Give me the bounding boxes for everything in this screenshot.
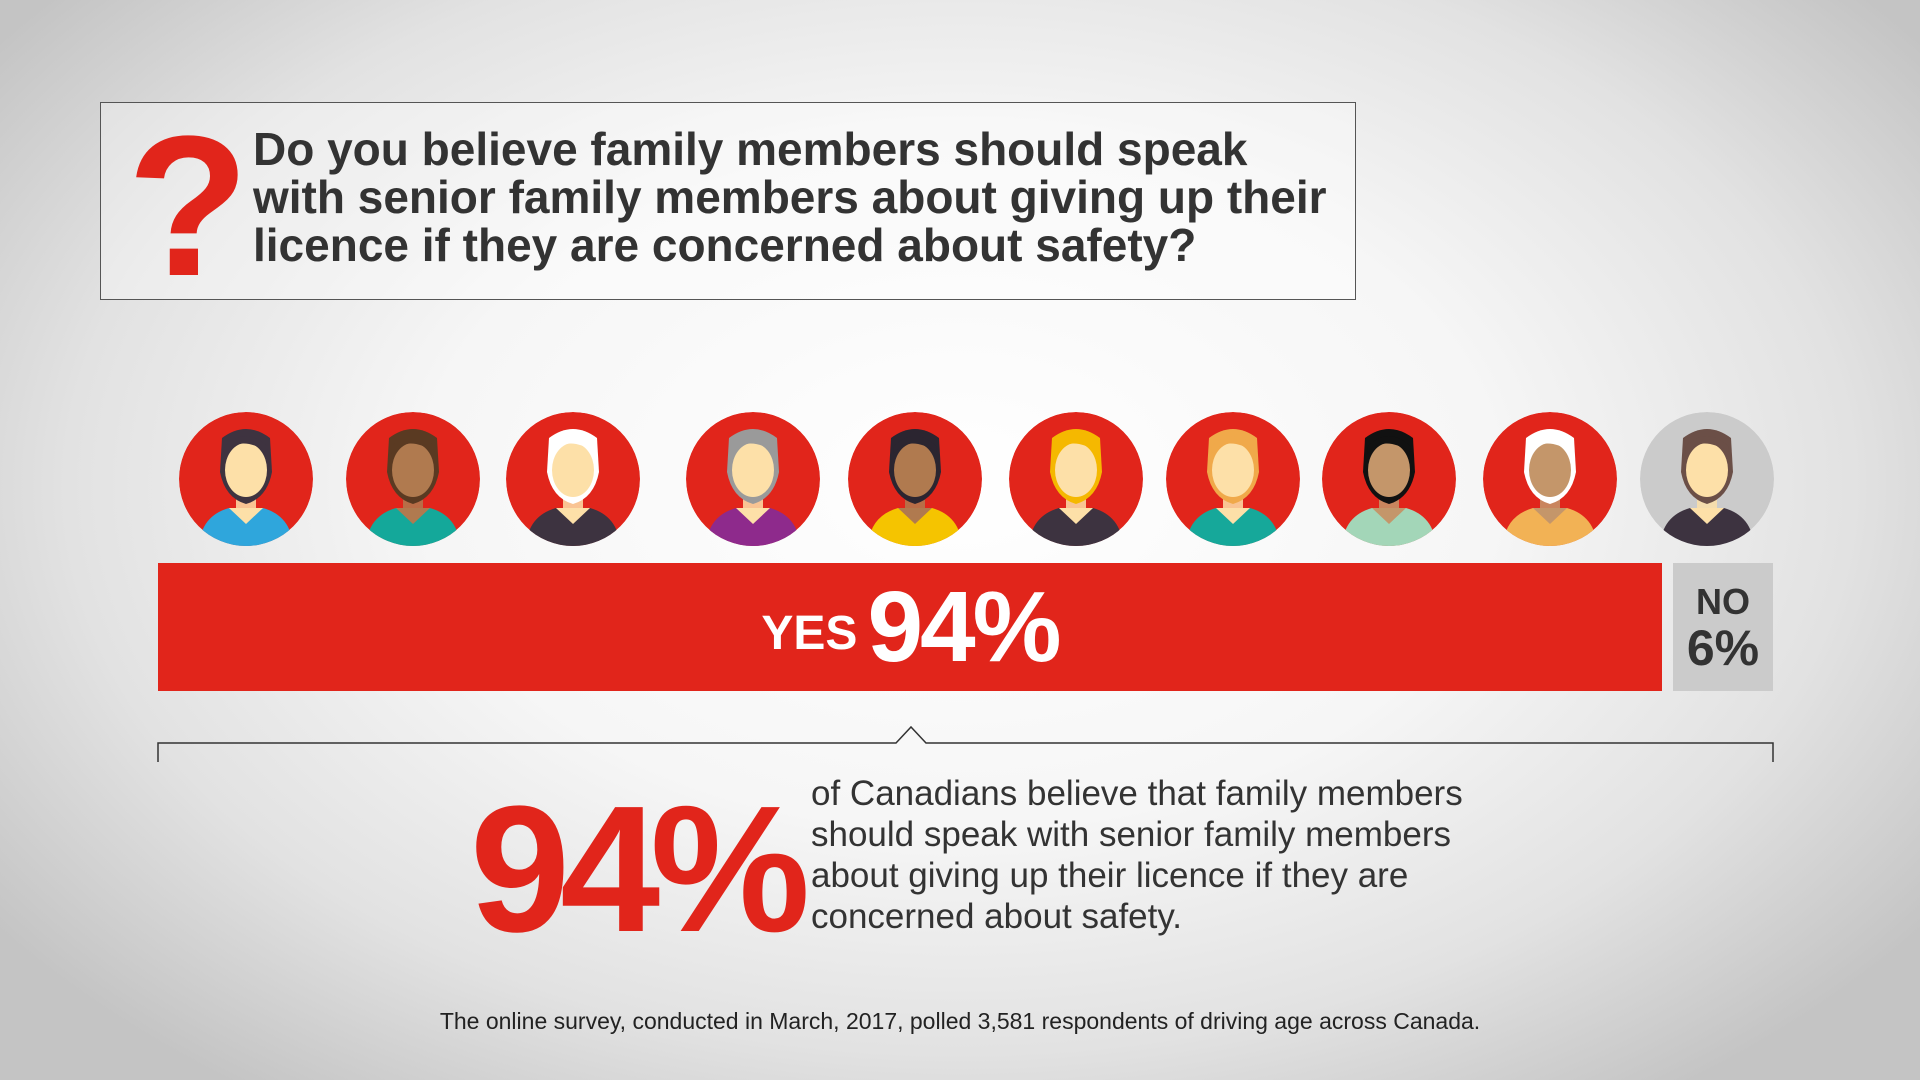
summary-percent: 94% [470,769,810,970]
no-bar: NO 6% [1673,563,1773,691]
avatar-woman-curly-glasses [848,412,982,546]
question-box: ? Do you believe family members should s… [100,102,1356,307]
yes-value: 94% [867,570,1061,683]
avatar-senior-man-beard [686,412,820,546]
yes-label: YES [761,606,858,660]
avatar-woman-ginger [1166,412,1300,546]
no-label: NO [1696,581,1750,622]
avatar-man-glasses [346,412,480,546]
question-text: Do you believe family members should spe… [253,123,1327,271]
bracket-divider [157,725,1774,762]
avatar-senior-woman [506,412,640,546]
avatar-senior-man-glasses [1483,412,1617,546]
summary-text: of Canadians believe that family members… [811,774,1463,936]
yes-bar: YES 94% [158,563,1662,691]
avatar-young-man-blond [1009,412,1143,546]
no-value: 6% [1686,620,1760,676]
avatar-man-black-hair [1322,412,1456,546]
avatar-girl-pigtails [1640,412,1774,546]
avatar-woman-dark-hair [179,412,313,546]
question-mark-icon: ? [127,95,250,318]
footnote: The online survey, conducted in March, 2… [439,1008,1481,1034]
